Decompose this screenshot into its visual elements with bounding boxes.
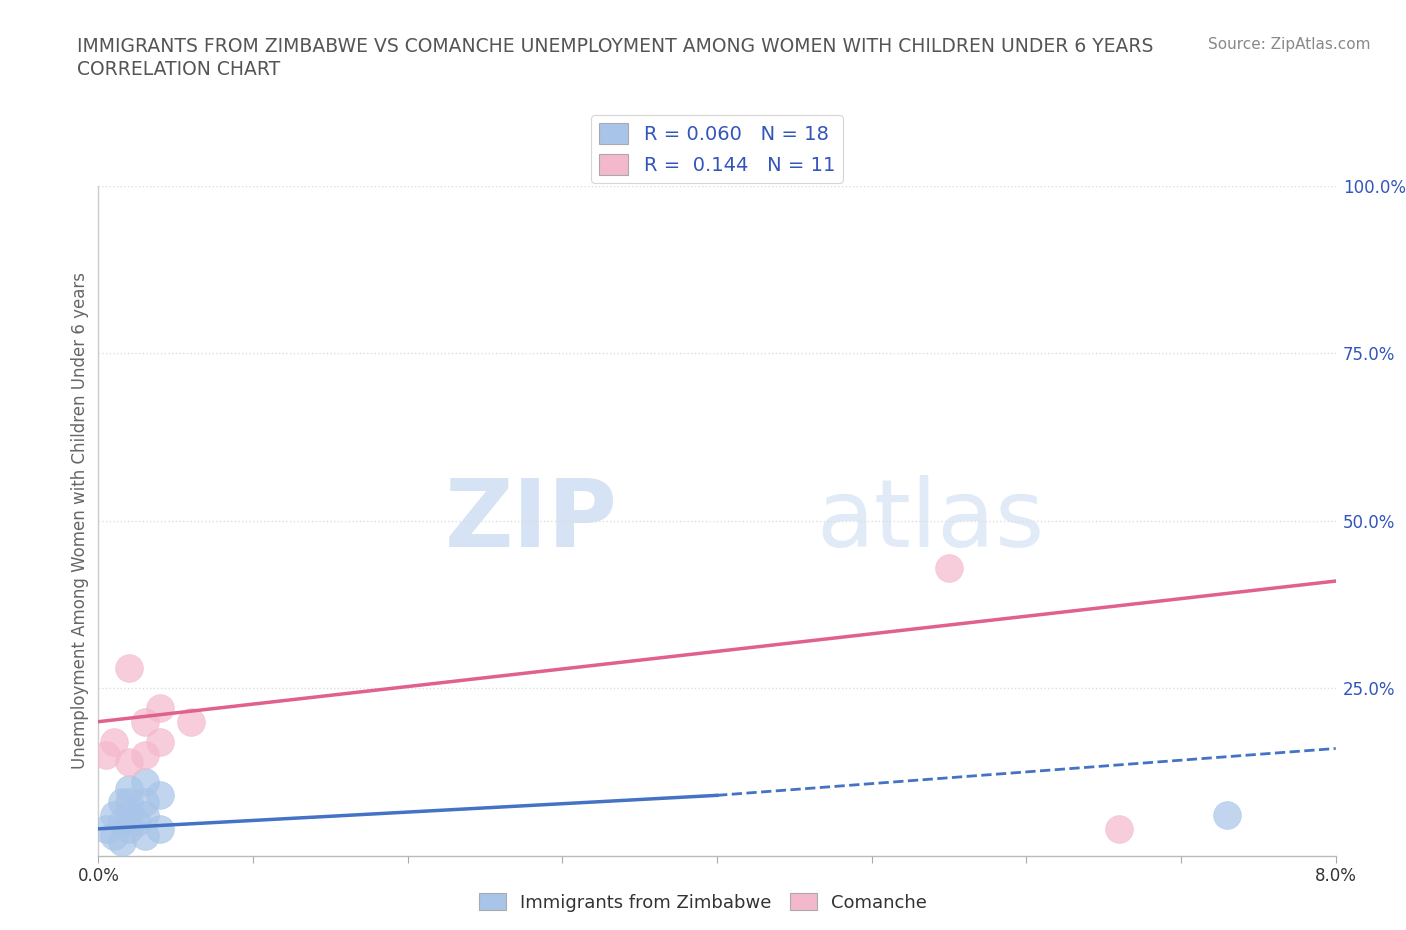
Point [96, 821, 118, 836]
Point [149, 735, 172, 750]
Point [118, 794, 141, 809]
Point [118, 781, 141, 796]
Text: CORRELATION CHART: CORRELATION CHART [77, 60, 281, 79]
Point [111, 794, 134, 809]
Point [149, 788, 172, 803]
Point [103, 828, 125, 843]
Text: IMMIGRANTS FROM ZIMBABWE VS COMANCHE UNEMPLOYMENT AMONG WOMEN WITH CHILDREN UNDE: IMMIGRANTS FROM ZIMBABWE VS COMANCHE UNE… [77, 37, 1154, 56]
Point [103, 808, 125, 823]
Text: ZIP: ZIP [446, 475, 619, 566]
Point [1216, 808, 1239, 823]
Point [127, 815, 149, 830]
Point [118, 660, 141, 675]
Point [118, 821, 141, 836]
Point [134, 828, 156, 843]
Point [111, 835, 134, 850]
Point [134, 714, 156, 729]
Point [149, 821, 172, 836]
Legend: Immigrants from Zimbabwe, Comanche: Immigrants from Zimbabwe, Comanche [471, 886, 935, 919]
Point [118, 808, 141, 823]
Point [118, 754, 141, 769]
Point [1108, 821, 1130, 836]
Point [134, 808, 156, 823]
Point [134, 748, 156, 763]
Point [149, 701, 172, 716]
Text: Source: ZipAtlas.com: Source: ZipAtlas.com [1208, 37, 1371, 52]
Point [134, 794, 156, 809]
Legend: R = 0.060   N = 18, R =  0.144   N = 11: R = 0.060 N = 18, R = 0.144 N = 11 [592, 115, 842, 183]
Point [96, 748, 118, 763]
Text: atlas: atlas [815, 475, 1045, 566]
Point [180, 714, 202, 729]
Point [134, 775, 156, 790]
Point [103, 735, 125, 750]
Y-axis label: Unemployment Among Women with Children Under 6 years: Unemployment Among Women with Children U… [70, 272, 89, 769]
Point [111, 815, 134, 830]
Point [938, 560, 960, 575]
